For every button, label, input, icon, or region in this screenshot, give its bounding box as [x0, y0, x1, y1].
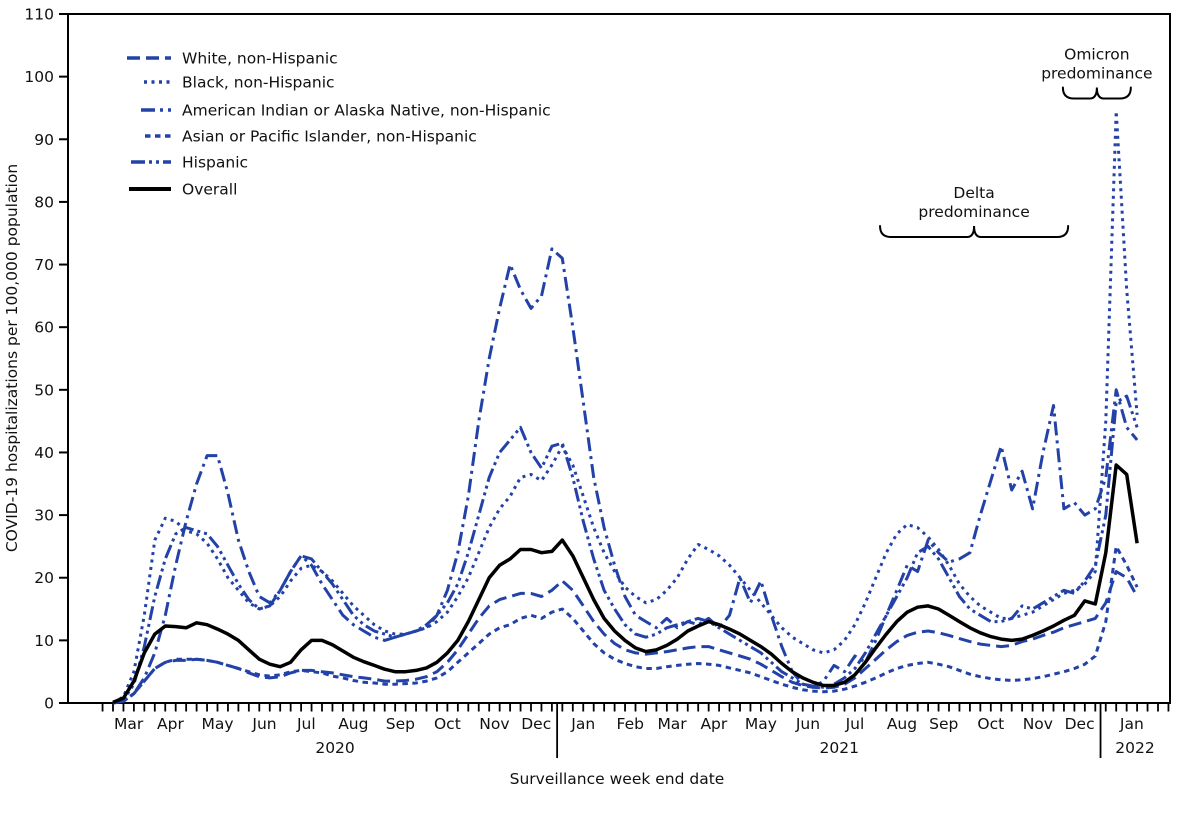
legend-label-hispanic: Hispanic — [182, 154, 248, 172]
month-label: Sep — [386, 715, 415, 733]
x-axis: Mar Apr May Jun Jul Aug Sep Oct Nov Dec Jan Feb Mar A… — [101, 703, 1170, 758]
month-label: Apr — [700, 715, 727, 733]
series-line-white-non-hispanic — [112, 570, 1139, 705]
legend-label-overall: Overall — [182, 181, 237, 199]
series-line-hispanic — [112, 394, 1139, 705]
month-label: Oct — [977, 715, 1004, 733]
month-label: Nov — [1023, 715, 1053, 733]
y-tick-label: 50 — [34, 381, 54, 399]
month-label: Jan — [1119, 715, 1144, 733]
month-label: Feb — [617, 715, 644, 733]
year-label: 2022 — [1115, 739, 1154, 757]
series-line-overall — [112, 463, 1139, 705]
legend-label-black-non-hispanic: Black, non-Hispanic — [182, 74, 335, 92]
y-tick-label: 60 — [34, 319, 54, 337]
y-tick-label: 0 — [44, 695, 54, 713]
y-tick-label: 90 — [34, 131, 54, 149]
annotation-text: predominance — [1041, 65, 1152, 83]
y-tick-label: 40 — [34, 444, 54, 462]
annotation-brace — [1061, 86, 1132, 100]
y-tick-label: 70 — [34, 256, 54, 274]
month-label: Dec — [521, 715, 551, 733]
month-label: Mar — [114, 715, 144, 733]
month-label: Mar — [657, 715, 687, 733]
month-label: Nov — [479, 715, 509, 733]
month-label: Aug — [338, 715, 368, 733]
annotation-text: predominance — [918, 203, 1029, 221]
legend: White, non-Hispanic Black, non-Hispanic Am… — [127, 50, 551, 199]
x-axis-title: Surveillance week end date — [510, 770, 725, 788]
month-label: Jan — [570, 715, 595, 733]
month-label: Jul — [296, 715, 316, 733]
legend-label-asian-or-pacific-islander-non-hispanic: Asian or Pacific Islander, non-Hispanic — [182, 128, 477, 146]
annotation-text: Omicron — [1064, 46, 1129, 64]
series-line-american-indian-or-alaska-native-non-hispanic — [112, 247, 1139, 705]
y-tick-label: 30 — [34, 507, 54, 525]
series-line-asian-or-pacific-islander-non-hispanic — [112, 544, 1139, 705]
month-label: Apr — [157, 715, 184, 733]
y-tick-label: 10 — [34, 632, 54, 650]
y-tick-label: 80 — [34, 193, 54, 211]
year-label: 2021 — [820, 739, 859, 757]
annotation-text: Delta — [953, 184, 994, 202]
annotation-brace — [879, 224, 1070, 238]
plot-border — [67, 13, 1171, 704]
month-label: Jun — [251, 715, 276, 733]
month-label: Jun — [795, 715, 820, 733]
y-tick-label: 20 — [34, 569, 54, 587]
month-label: Dec — [1065, 715, 1095, 733]
y-tick-label: 100 — [24, 68, 54, 86]
month-label: May — [201, 715, 233, 733]
legend-label-white-non-hispanic: White, non-Hispanic — [182, 50, 338, 68]
month-label: Jul — [845, 715, 865, 733]
legend-label-american-indian-or-alaska-native-non-hispanic: American Indian or Alaska Native, non-Hi… — [182, 102, 551, 120]
year-label: 2020 — [315, 739, 354, 757]
y-axis: 0 10 20 30 40 50 60 70 80 90 100 110 — [24, 6, 68, 713]
month-label: Aug — [887, 715, 917, 733]
y-tick-label: 110 — [24, 6, 54, 24]
month-label: Sep — [929, 715, 958, 733]
month-label: Oct — [434, 715, 461, 733]
y-axis-title: COVID-19 hospitalizations per 100,000 po… — [3, 164, 21, 552]
month-label: May — [745, 715, 777, 733]
